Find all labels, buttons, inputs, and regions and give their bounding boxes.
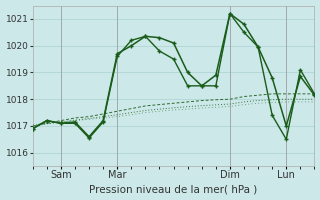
X-axis label: Pression niveau de la mer( hPa ): Pression niveau de la mer( hPa ) bbox=[90, 184, 258, 194]
